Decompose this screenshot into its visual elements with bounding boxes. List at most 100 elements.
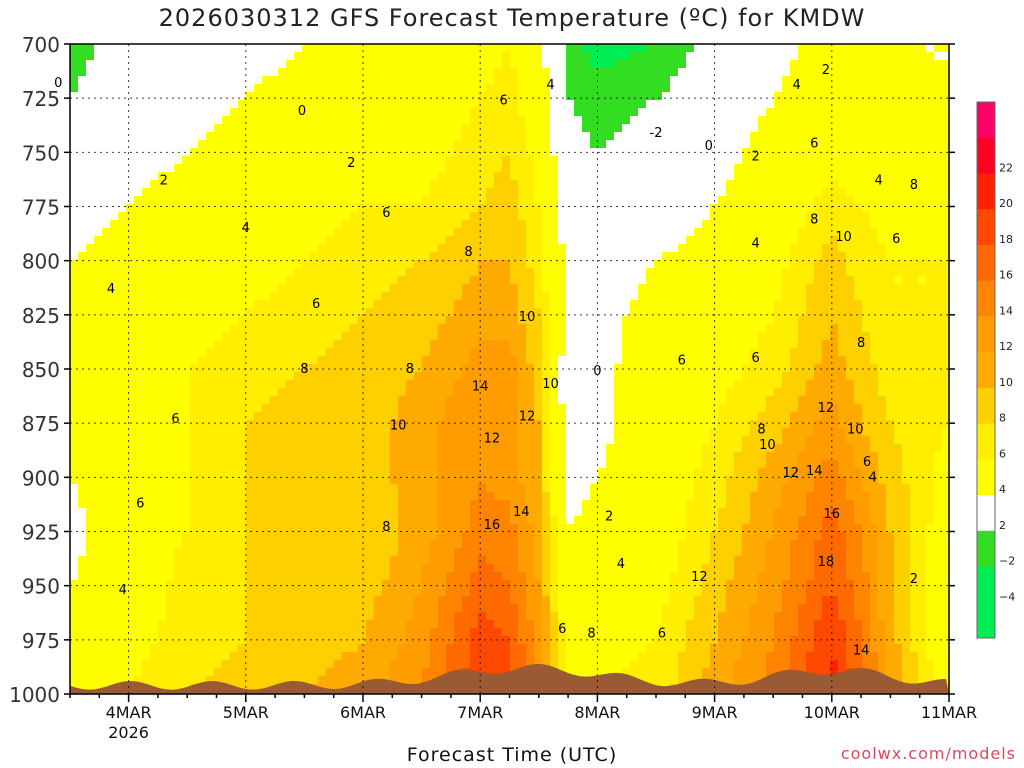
temperature-cell xyxy=(118,268,126,276)
temperature-cell xyxy=(942,52,949,60)
temperature-cell xyxy=(678,196,686,204)
temperature-cell xyxy=(710,372,718,380)
temperature-cell xyxy=(374,228,382,236)
temperature-cell xyxy=(342,380,350,388)
temperature-cell xyxy=(438,324,446,332)
temperature-cell xyxy=(254,364,262,372)
temperature-cell xyxy=(838,292,846,300)
temperature-cell xyxy=(118,300,126,308)
temperature-cell xyxy=(126,188,134,196)
temperature-cell xyxy=(926,372,934,380)
temperature-cell xyxy=(278,124,286,132)
temperature-cell xyxy=(422,140,430,148)
temperature-cell xyxy=(862,164,870,172)
temperature-cell xyxy=(462,132,470,140)
temperature-cell xyxy=(518,60,526,68)
temperature-cell xyxy=(646,124,654,132)
temperature-cell xyxy=(190,100,198,108)
temperature-cell xyxy=(518,100,526,108)
temperature-cell xyxy=(654,324,662,332)
temperature-cell xyxy=(662,300,670,308)
temperature-cell xyxy=(694,156,702,164)
temperature-cell xyxy=(198,172,206,180)
temperature-cell xyxy=(758,132,766,140)
temperature-cell xyxy=(214,316,222,324)
temperature-cell xyxy=(102,364,110,372)
temperature-cell xyxy=(502,196,510,204)
temperature-cell xyxy=(86,332,94,340)
temperature-cell xyxy=(622,108,630,116)
temperature-cell xyxy=(734,100,742,108)
temperature-cell xyxy=(406,156,414,164)
temperature-cell xyxy=(134,132,142,140)
temperature-cell xyxy=(206,132,214,140)
temperature-cell xyxy=(654,276,662,284)
temperature-cell xyxy=(110,244,118,252)
temperature-cell xyxy=(878,372,886,380)
temperature-cell xyxy=(814,316,822,324)
temperature-cell xyxy=(670,52,678,60)
temperature-cell xyxy=(158,52,166,60)
temperature-cell xyxy=(622,116,630,124)
temperature-cell xyxy=(710,124,718,132)
temperature-cell xyxy=(382,260,390,268)
temperature-cell xyxy=(614,148,622,156)
temperature-cell xyxy=(566,308,574,316)
temperature-cell xyxy=(222,276,230,284)
temperature-cell xyxy=(390,332,398,340)
temperature-cell xyxy=(430,316,438,324)
temperature-cell xyxy=(814,156,822,164)
temperature-cell xyxy=(270,228,278,236)
temperature-cell xyxy=(806,380,814,388)
temperature-cell xyxy=(342,92,350,100)
temperature-cell xyxy=(326,140,334,148)
temperature-cell xyxy=(278,100,286,108)
temperature-cell xyxy=(630,132,638,140)
temperature-cell xyxy=(814,100,822,108)
temperature-cell xyxy=(894,332,902,340)
temperature-cell xyxy=(478,188,486,196)
temperature-cell xyxy=(510,228,518,236)
temperature-cell xyxy=(382,252,390,260)
temperature-cell xyxy=(830,76,838,84)
temperature-cell xyxy=(206,180,214,188)
temperature-cell xyxy=(478,388,486,396)
temperature-cell xyxy=(302,52,310,60)
temperature-cell xyxy=(694,364,702,372)
temperature-cell xyxy=(838,228,846,236)
temperature-cell xyxy=(86,164,94,172)
temperature-cell xyxy=(438,220,446,228)
temperature-cell xyxy=(598,300,606,308)
temperature-cell xyxy=(902,276,910,284)
temperature-cell xyxy=(798,236,806,244)
temperature-cell xyxy=(310,92,318,100)
temperature-cell xyxy=(846,76,854,84)
temperature-cell xyxy=(110,44,118,52)
temperature-cell xyxy=(702,132,710,140)
temperature-cell xyxy=(470,228,478,236)
temperature-cell xyxy=(470,236,478,244)
temperature-cell xyxy=(438,252,446,260)
temperature-cell xyxy=(190,108,198,116)
temperature-cell xyxy=(158,204,166,212)
temperature-cell xyxy=(254,316,262,324)
temperature-cell xyxy=(294,156,302,164)
temperature-cell xyxy=(166,60,174,68)
temperature-cell xyxy=(886,388,894,396)
temperature-cell xyxy=(174,252,182,260)
temperature-cell xyxy=(398,228,406,236)
temperature-cell xyxy=(894,372,902,380)
temperature-cell xyxy=(830,212,838,220)
temperature-cell xyxy=(814,108,822,116)
temperature-cell xyxy=(902,164,910,172)
temperature-cell xyxy=(294,324,302,332)
temperature-cell xyxy=(614,84,622,92)
temperature-cell xyxy=(374,380,382,388)
temperature-cell xyxy=(470,300,478,308)
temperature-cell xyxy=(790,300,798,308)
temperature-cell xyxy=(726,116,734,124)
temperature-cell xyxy=(710,60,718,68)
temperature-cell xyxy=(782,252,790,260)
temperature-cell xyxy=(646,372,654,380)
temperature-cell xyxy=(318,68,326,76)
